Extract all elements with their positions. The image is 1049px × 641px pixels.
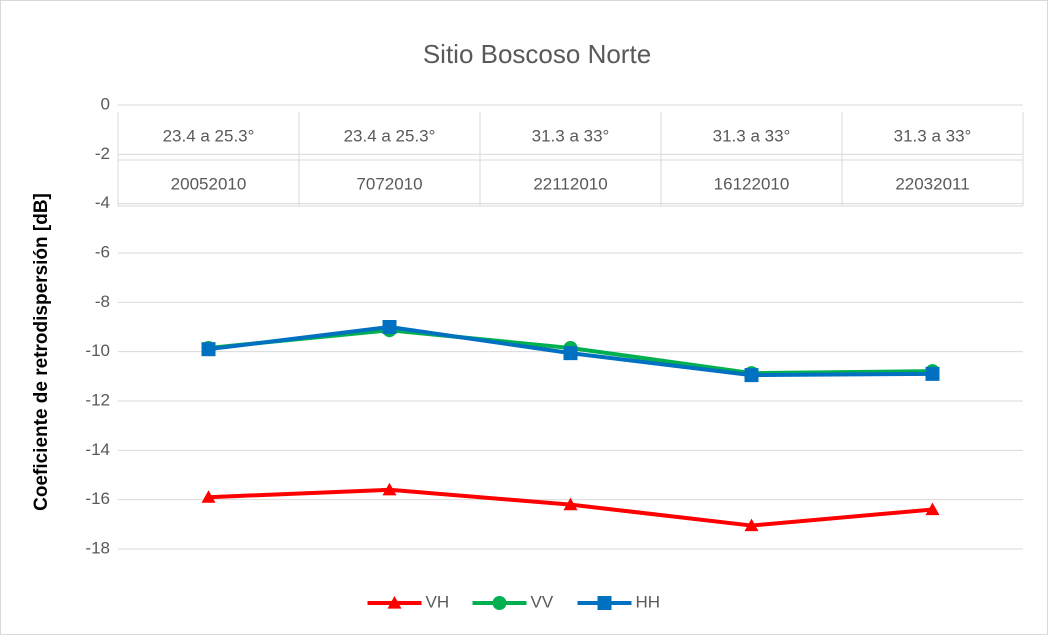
y-tick-label: -4 bbox=[95, 193, 110, 212]
marker bbox=[492, 596, 507, 610]
y-tick-label: -8 bbox=[95, 292, 110, 311]
y-tick-label: -16 bbox=[85, 489, 110, 508]
x-tick-label: 22112010 bbox=[533, 174, 607, 193]
x-tick-label: 31.3 a 33° bbox=[713, 126, 791, 145]
y-tick-label: -6 bbox=[95, 242, 110, 261]
x-tick-label: 22032011 bbox=[895, 174, 969, 193]
x-tick-label: 20052010 bbox=[171, 174, 247, 193]
x-tick-label: 7072010 bbox=[356, 174, 422, 193]
marker bbox=[925, 502, 940, 516]
marker bbox=[563, 497, 578, 511]
marker bbox=[382, 320, 397, 334]
marker bbox=[744, 518, 759, 532]
y-axis-label: Coeficiente de retrodispersión [dB] bbox=[31, 193, 52, 511]
marker bbox=[387, 596, 402, 609]
y-tick-label: -10 bbox=[85, 341, 110, 360]
legend-label: VH bbox=[426, 592, 450, 611]
x-tick-label: 16122010 bbox=[714, 174, 790, 193]
x-tick-label: 31.3 a 33° bbox=[532, 126, 610, 145]
y-tick-label: -14 bbox=[85, 440, 110, 459]
y-tick-label: -12 bbox=[85, 390, 110, 409]
marker bbox=[925, 366, 940, 381]
marker bbox=[201, 342, 216, 357]
y-tick-label: 0 bbox=[101, 94, 110, 113]
x-tick-label: 23.4 a 25.3° bbox=[163, 126, 255, 145]
x-tick-label: 31.3 a 33° bbox=[894, 126, 972, 145]
y-tick-label: -18 bbox=[85, 538, 110, 557]
marker bbox=[563, 346, 578, 361]
chart-title: Sitio Boscoso Norte bbox=[423, 39, 651, 69]
y-tick-label: -2 bbox=[95, 144, 110, 163]
marker bbox=[597, 596, 612, 610]
marker bbox=[744, 368, 759, 383]
legend-label: HH bbox=[636, 592, 661, 611]
marker bbox=[382, 482, 397, 496]
legend-label: VV bbox=[531, 592, 554, 611]
x-tick-label: 23.4 a 25.3° bbox=[344, 126, 436, 145]
marker bbox=[201, 490, 216, 503]
